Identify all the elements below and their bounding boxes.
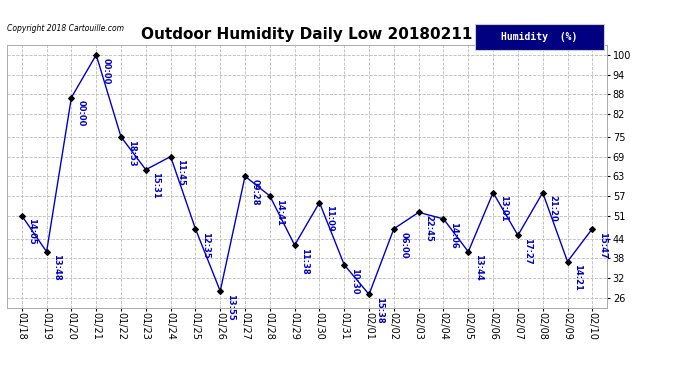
Point [388,226,400,232]
Point [66,94,77,100]
Point [339,262,350,268]
Point [239,173,250,179]
Point [463,249,474,255]
Point [165,154,176,160]
Text: Copyright 2018 Cartouille.com: Copyright 2018 Cartouille.com [7,24,124,33]
Point [90,52,101,58]
Point [562,259,573,265]
Text: 22:45: 22:45 [424,215,433,242]
Text: 13:01: 13:01 [499,195,508,222]
Text: 15:38: 15:38 [375,297,384,324]
Text: 14:41: 14:41 [275,199,284,226]
Point [289,242,300,248]
Text: 15:47: 15:47 [598,231,607,258]
Point [488,190,499,196]
Text: 14:06: 14:06 [449,222,458,248]
Point [115,134,126,140]
Text: 13:44: 13:44 [474,255,483,281]
Text: 00:00: 00:00 [101,58,111,84]
Point [413,209,424,215]
Text: 11:38: 11:38 [300,248,309,274]
Point [586,226,598,232]
Text: 11:45: 11:45 [176,159,185,186]
Text: Humidity  (%): Humidity (%) [501,32,578,42]
Text: 06:00: 06:00 [400,231,408,258]
Point [190,226,201,232]
Text: 17:27: 17:27 [524,238,533,265]
Text: 21:20: 21:20 [549,195,558,222]
Text: 10:30: 10:30 [350,268,359,294]
Text: 15:31: 15:31 [151,172,160,199]
Text: 12:35: 12:35 [201,231,210,258]
Point [364,291,375,297]
Point [17,213,28,219]
Point [438,216,449,222]
Text: 14:05: 14:05 [28,218,37,245]
Point [264,193,275,199]
Point [215,288,226,294]
Text: 18:53: 18:53 [126,140,135,166]
Text: 09:28: 09:28 [250,179,259,206]
Point [41,249,52,255]
Title: Outdoor Humidity Daily Low 20180211: Outdoor Humidity Daily Low 20180211 [141,27,473,42]
Text: 00:00: 00:00 [77,100,86,127]
Point [140,166,151,172]
FancyBboxPatch shape [475,24,604,50]
Text: 13:55: 13:55 [226,294,235,321]
Text: 13:48: 13:48 [52,255,61,281]
Text: 11:09: 11:09 [325,205,334,232]
Point [538,190,549,196]
Point [513,232,524,238]
Point [314,200,325,206]
Text: 14:21: 14:21 [573,264,582,291]
